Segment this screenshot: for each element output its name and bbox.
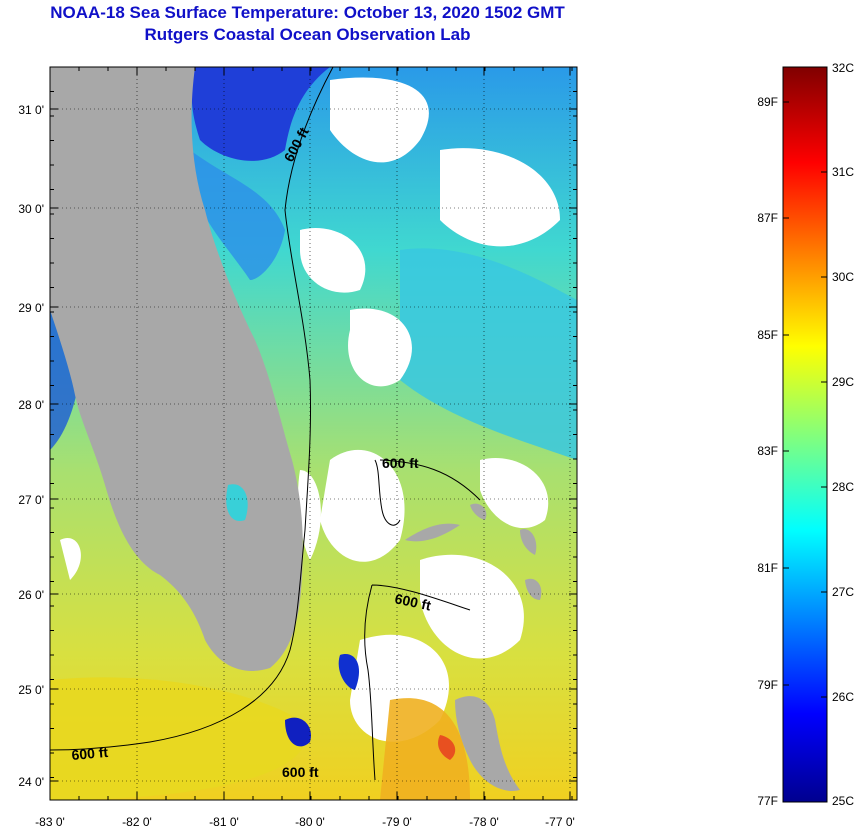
lat-label: 24 0' — [18, 775, 44, 789]
map-panel — [50, 67, 577, 800]
colorbar-gradient — [782, 66, 828, 803]
colorbar-ticks — [783, 66, 827, 803]
isobath-600ft — [50, 67, 481, 781]
contour-label: 600 ft — [282, 764, 319, 780]
fahrenheit-label: 79F — [757, 678, 778, 692]
fahrenheit-label: 85F — [757, 328, 778, 342]
colorbar-celsius-labels: 32C 31C 30C 29C 28C 27C 26C 25C — [832, 61, 854, 808]
lon-label: -79 0' — [382, 815, 412, 829]
lat-label: 28 0' — [18, 398, 44, 412]
bahamas-islands — [405, 503, 542, 791]
celsius-label: 28C — [832, 480, 854, 494]
fahrenheit-label: 83F — [757, 444, 778, 458]
axis-ticks — [49, 66, 577, 800]
celsius-label: 32C — [832, 61, 854, 75]
lat-label: 29 0' — [18, 301, 44, 315]
fahrenheit-label: 77F — [757, 794, 778, 808]
lon-label: -78 0' — [469, 815, 499, 829]
cool-water-region — [190, 150, 285, 280]
colorbar-fahrenheit-labels: 89F 87F 85F 83F 81F 79F 77F — [757, 95, 778, 808]
lon-label: -83 0' — [35, 815, 65, 829]
lon-label: -82 0' — [122, 815, 152, 829]
cyan-water-region — [400, 248, 577, 460]
chart-title: NOAA-18 Sea Surface Temperature: October… — [50, 3, 565, 22]
contour-label: 600 ft — [393, 590, 432, 613]
lat-label: 31 0' — [18, 103, 44, 117]
cold-eddy — [338, 654, 360, 690]
celsius-label: 29C — [832, 375, 854, 389]
fahrenheit-label: 89F — [757, 95, 778, 109]
warmest-water-region — [380, 698, 470, 800]
celsius-label: 25C — [832, 794, 854, 808]
cloud-cover — [60, 77, 560, 742]
map-frame — [49, 66, 578, 801]
celsius-label: 30C — [832, 270, 854, 284]
cold-water-region — [191, 67, 330, 161]
lat-label: 27 0' — [18, 493, 44, 507]
lon-label: -77 0' — [545, 815, 575, 829]
longitude-axis: -83 0' -82 0' -81 0' -80 0' -79 0' -78 0… — [35, 815, 575, 829]
chart-subtitle: Rutgers Coastal Ocean Observation Lab — [144, 25, 471, 44]
hot-spot — [438, 735, 456, 760]
contour-label: 600 ft — [382, 455, 419, 471]
cold-eddy — [285, 717, 311, 747]
celsius-label: 31C — [832, 165, 854, 179]
lon-label: -80 0' — [295, 815, 325, 829]
lon-label: -81 0' — [209, 815, 239, 829]
lat-label: 25 0' — [18, 683, 44, 697]
celsius-label: 26C — [832, 690, 854, 704]
warm-water-region — [50, 677, 307, 800]
lat-label: 30 0' — [18, 202, 44, 216]
fahrenheit-label: 87F — [757, 211, 778, 225]
contour-labels: 600 ft 600 ft 600 ft 600 ft 600 ft — [71, 124, 433, 780]
fahrenheit-label: 81F — [757, 561, 778, 575]
colorbar: 32C 31C 30C 29C 28C 27C 26C 25C 89F 87F … — [757, 61, 854, 808]
lat-label: 26 0' — [18, 588, 44, 602]
latitude-axis: 31 0' 30 0' 29 0' 28 0' 27 0' 26 0' 25 0… — [18, 103, 44, 789]
lake-okeechobee — [226, 484, 248, 522]
contour-label: 600 ft — [71, 744, 109, 763]
celsius-label: 27C — [832, 585, 854, 599]
